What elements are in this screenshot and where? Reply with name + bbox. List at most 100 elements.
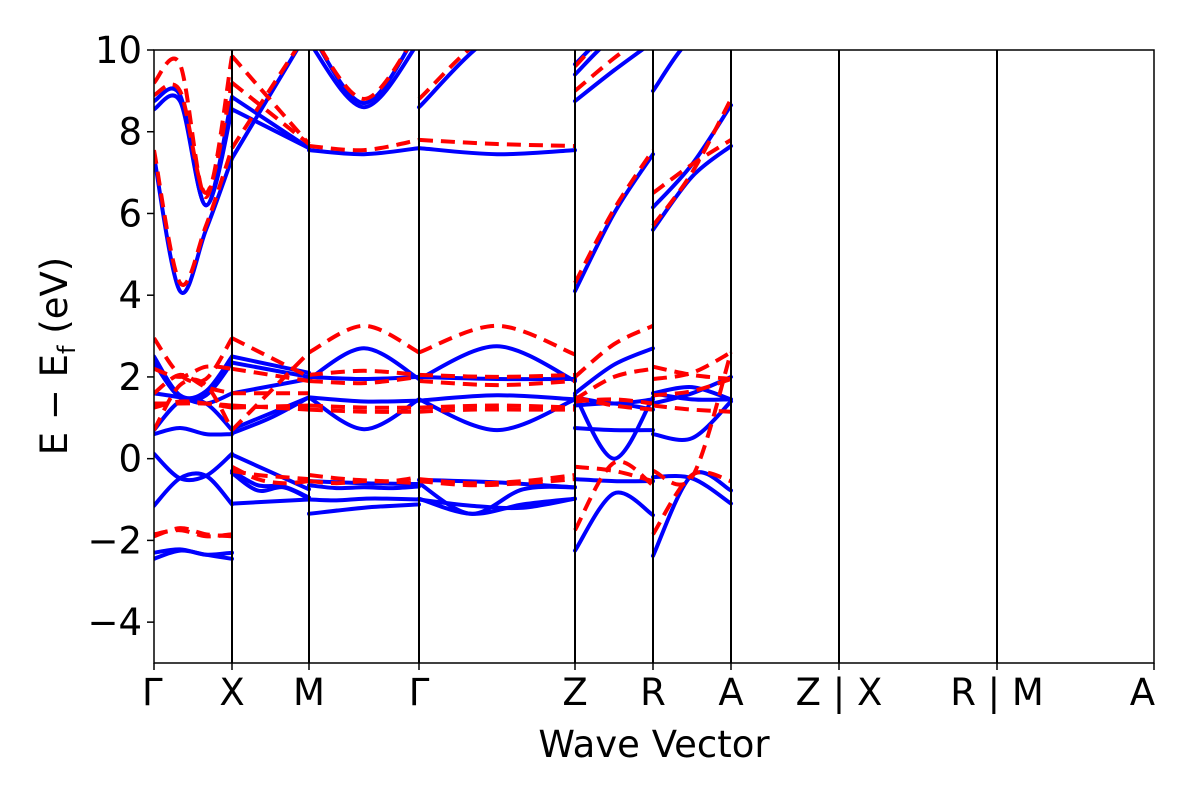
plot-frame [153, 49, 1155, 664]
series-0-band-2-seg-4 [573, 426, 655, 433]
series-0-band-7-seg-0 [154, 360, 234, 403]
series-0-band-0-seg-4 [573, 490, 655, 553]
series-0-band-6-seg-2 [307, 346, 421, 381]
series-1-band-3-seg-4 [574, 397, 654, 406]
series-1-band-5-seg-0 [154, 372, 233, 396]
y-tick-label-7: 10 [95, 29, 142, 72]
series-1-band-4-seg-5 [652, 364, 732, 381]
series-0-band-7-seg-1 [230, 360, 311, 379]
series-0-band-9-seg-3 [417, 50, 478, 110]
x-tick-label-2: M [293, 671, 325, 714]
series-0-band-8-seg-4 [573, 50, 646, 104]
x-tick-label-3: Γ [409, 671, 430, 714]
series-0-band-6-seg-4 [573, 346, 655, 396]
series-0-band-8-seg-2 [307, 146, 421, 157]
series-0-band-8-seg-0 [154, 354, 234, 401]
series-1-band-8-seg-1 [230, 50, 299, 150]
series-1-band-7-seg-1 [231, 336, 310, 379]
series-1-band-6-seg-1 [231, 366, 310, 383]
series-1-band-1-seg-0 [154, 528, 233, 539]
series-1-band-4-seg-3 [418, 323, 576, 357]
x-tick-label-0: Γ [142, 671, 163, 714]
x-tick-label-1: X [219, 671, 244, 714]
series-0-band-2-seg-0 [154, 471, 234, 508]
series-1-band-10-seg-1 [230, 54, 311, 146]
series-0-band-1-seg-2 [307, 483, 421, 491]
series-1-band-8-seg-4 [573, 50, 593, 68]
series-1-band-2-seg-5 [652, 403, 732, 414]
y-axis-title-unit: (eV) [33, 257, 76, 346]
series-0-band-5-seg-1 [230, 395, 311, 432]
series-0-band-2-seg-2 [307, 502, 421, 516]
series-0-band-2-seg-1 [230, 497, 311, 506]
series-0-band-9-seg-1 [230, 50, 300, 161]
series-0-band-11-seg-1 [230, 95, 311, 151]
series-0-band-7-seg-3 [417, 374, 577, 382]
y-tick-label-2: 0 [118, 438, 142, 481]
y-tick-label-1: −2 [87, 519, 142, 562]
y-axis-title-main: E − E [33, 354, 76, 455]
series-1-band-6-seg-4 [573, 149, 655, 284]
y-axis-title-sub: f [53, 345, 81, 354]
series-1-band-1-seg-1 [231, 465, 310, 486]
series-1-band-1-seg-3 [418, 477, 576, 488]
series-0-band-9-seg-0 [154, 154, 234, 295]
series-0-band-7-seg-4 [573, 152, 655, 294]
x-tick-label-9: A [1130, 671, 1155, 714]
bands-layer [154, 50, 733, 561]
y-tick-label-4: 4 [118, 274, 142, 317]
series-0-band-0-seg-2 [307, 496, 421, 503]
series-0-band-8-seg-3 [417, 146, 577, 157]
series-0-band-1-seg-1 [230, 468, 311, 500]
y-tick-label-5: 6 [118, 192, 142, 235]
series-0-band-9-seg-2 [312, 50, 416, 110]
series-1-band-1-seg-4 [574, 464, 654, 484]
series-1-band-3-seg-2 [308, 403, 420, 410]
x-tick-label-7: Z | X [796, 671, 883, 714]
series-1-band-4-seg-4 [573, 366, 654, 402]
series-0-band-3-seg-1 [230, 452, 311, 492]
series-1-band-3-seg-1 [231, 403, 310, 410]
y-axis: −4 −2 0 2 4 6 8 10 [87, 29, 154, 644]
y-tick-label-3: 2 [118, 356, 142, 399]
series-0-band-7-seg-5 [651, 144, 733, 232]
series-1-band-7-seg-4 [573, 50, 629, 93]
x-axis: Γ X M Γ Z R A Z | X R | M A [142, 663, 1155, 714]
series-1-band-2-seg-3 [418, 407, 575, 414]
series-0-band-1-seg-0 [154, 547, 234, 557]
y-axis-title: E − Ef (eV) [33, 257, 81, 455]
series-0-band-3-seg-4 [573, 393, 655, 461]
series-1-band-6-seg-0 [154, 364, 233, 379]
x-tick-label-5: R [640, 671, 666, 714]
series-1-band-1-seg-5 [652, 351, 733, 487]
y-tick-label-0: −4 [87, 601, 142, 644]
series-1-band-5-seg-2 [308, 368, 420, 377]
series-1-band-7-seg-2 [308, 137, 420, 153]
series-0-band-4-seg-3 [417, 393, 577, 403]
series-1-band-7-seg-3 [418, 137, 576, 148]
series-0-band-4-seg-2 [307, 395, 421, 404]
series-1-band-5-seg-3 [418, 372, 576, 379]
series-0-band-1-seg-4 [573, 477, 655, 484]
series-1-band-10-seg-0 [154, 55, 234, 200]
series-0-band-8-seg-1 [230, 354, 311, 375]
series-1-band-6-seg-2 [308, 374, 420, 386]
series-1-band-7-seg-0 [154, 336, 234, 385]
x-tick-label-4: Z [562, 671, 587, 714]
series-1-band-8-seg-0 [154, 147, 234, 287]
series-1-band-6-seg-5 [651, 138, 733, 195]
series-1-band-3-seg-5 [652, 377, 732, 398]
series-0-band-9-seg-4 [573, 50, 602, 77]
series-0-band-3-seg-0 [154, 451, 234, 483]
series-1-band-8-seg-3 [417, 50, 472, 101]
series-0-band-8-seg-5 [651, 50, 684, 93]
kpoint-lines [231, 50, 998, 663]
series-0-band-5-seg-5 [651, 385, 733, 402]
series-0-band-4-seg-0 [154, 426, 234, 437]
series-1-band-1-seg-2 [308, 473, 420, 486]
series-1-band-0-seg-4 [573, 459, 655, 532]
x-tick-label-6: A [718, 671, 743, 714]
series-0-band-6-seg-3 [417, 344, 577, 383]
series-1-band-2-seg-2 [308, 407, 420, 414]
